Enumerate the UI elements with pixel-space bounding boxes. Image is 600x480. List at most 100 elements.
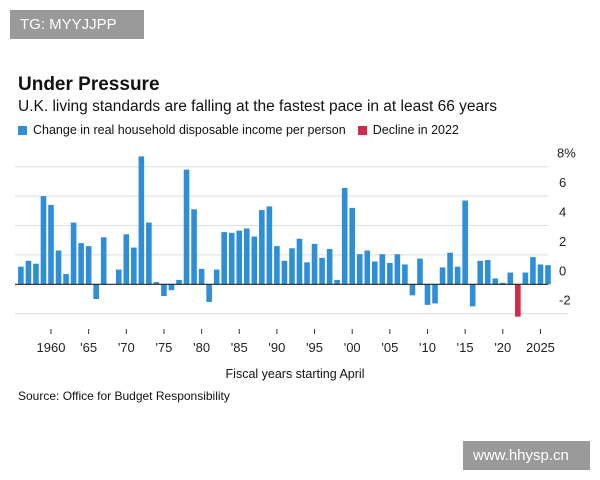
x-axis-label: Fiscal years starting April — [225, 367, 365, 381]
bar-1961 — [55, 250, 62, 285]
x-tick-label: '10 — [419, 340, 436, 355]
bar-2021 — [507, 272, 514, 285]
bar-1958 — [33, 263, 39, 285]
bar-2023 — [522, 272, 529, 285]
bar-2015 — [462, 200, 468, 285]
bar-2022 — [515, 284, 521, 317]
legend-label: Decline in 2022 — [372, 123, 459, 137]
legend-swatch-blue — [18, 125, 27, 135]
bar-2000 — [349, 207, 355, 285]
bar-1982 — [213, 269, 220, 285]
bar-1979 — [191, 209, 197, 285]
bar-2016 — [469, 284, 476, 307]
bar-1993 — [296, 238, 303, 285]
legend-item-income: Change in real household disposable inco… — [18, 123, 346, 137]
bar-2014 — [454, 266, 461, 285]
legend: Change in real household disposable inco… — [18, 123, 471, 137]
bar-1989 — [266, 206, 273, 285]
bar-2024 — [530, 257, 536, 285]
x-tick-label: '00 — [344, 340, 361, 355]
bar-1991 — [281, 260, 288, 285]
x-tick-label: 1960 — [37, 340, 66, 355]
bar-1977 — [176, 279, 182, 285]
bar-2012 — [439, 267, 446, 285]
bar-1971 — [131, 247, 137, 285]
bar-1969 — [115, 269, 122, 285]
bar-2020 — [500, 282, 506, 285]
bar-1963 — [70, 222, 77, 285]
bar-2004 — [379, 254, 386, 285]
bar-1998 — [334, 279, 340, 285]
watermark-bottom-right: www.hhysp.cn — [463, 441, 590, 470]
bar-2010 — [424, 284, 431, 305]
source-note: Source: Office for Budget Responsibility — [18, 389, 230, 403]
bar-1975 — [161, 284, 167, 297]
y-tick-label: 0 — [559, 263, 566, 278]
x-tick-label: '95 — [306, 340, 323, 355]
bar-1980 — [198, 268, 205, 285]
x-tick-label: '80 — [193, 340, 210, 355]
legend-label: Change in real household disposable inco… — [33, 123, 346, 137]
bar-2003 — [371, 261, 378, 285]
chart-subtitle: U.K. living standards are falling at the… — [18, 98, 498, 115]
watermark-top-left: TG: MYYJJPP — [10, 10, 144, 39]
y-tick-label: 6 — [559, 175, 566, 190]
bar-2011 — [432, 284, 438, 304]
bar-1960 — [48, 204, 54, 285]
x-tick-label: 2025 — [526, 340, 555, 355]
y-tick-label: 4 — [559, 205, 566, 220]
bar-1997 — [326, 249, 333, 285]
legend-swatch-red — [357, 125, 367, 135]
bar-1974 — [153, 282, 160, 285]
bar-2005 — [387, 262, 393, 285]
legend-item-decline: Decline in 2022 — [357, 123, 459, 137]
bar-1962 — [63, 274, 69, 285]
x-tick-label: '15 — [457, 340, 474, 355]
y-tick-label: -2 — [559, 293, 571, 308]
bar-1994 — [304, 262, 310, 285]
x-tick-label: '90 — [268, 340, 285, 355]
bar-1973 — [146, 222, 152, 285]
bar-2013 — [447, 252, 453, 285]
bar-1970 — [123, 234, 130, 285]
bar-2002 — [364, 250, 371, 285]
bar-2009 — [417, 258, 423, 285]
x-tick-label: '75 — [155, 340, 172, 355]
bar-1984 — [228, 232, 235, 285]
x-tick-label: '65 — [80, 340, 97, 355]
bar-1983 — [221, 232, 227, 285]
bar-1976 — [168, 284, 175, 291]
bar-1967 — [100, 237, 107, 285]
bar-1959 — [40, 196, 47, 285]
y-tick-label: 8% — [557, 146, 576, 161]
bar-1992 — [289, 248, 295, 285]
bar-1986 — [243, 228, 250, 285]
bar-1990 — [274, 246, 280, 285]
x-tick-label: '05 — [381, 340, 398, 355]
bar-2001 — [356, 254, 363, 285]
bar-1956 — [18, 266, 24, 285]
x-tick-label: '70 — [118, 340, 135, 355]
x-tick-label: '85 — [231, 340, 248, 355]
bar-1985 — [236, 230, 243, 285]
bar-1966 — [93, 284, 99, 299]
bar-2019 — [492, 278, 499, 285]
bar-1987 — [251, 236, 258, 285]
y-tick-label: 2 — [559, 234, 566, 249]
bar-1988 — [259, 210, 265, 285]
bar-1957 — [25, 260, 32, 285]
bar-1981 — [206, 284, 212, 302]
bar-1996 — [319, 257, 325, 285]
bar-2007 — [402, 264, 408, 285]
chart-title: Under Pressure — [18, 74, 160, 95]
bar-2018 — [484, 260, 491, 285]
bar-2026 — [545, 265, 551, 285]
bar-2017 — [477, 260, 484, 285]
bar-1995 — [311, 243, 318, 285]
bar-1978 — [183, 169, 190, 285]
bar-1964 — [78, 243, 84, 285]
bar-1972 — [138, 156, 145, 285]
x-tick-label: '20 — [494, 340, 511, 355]
